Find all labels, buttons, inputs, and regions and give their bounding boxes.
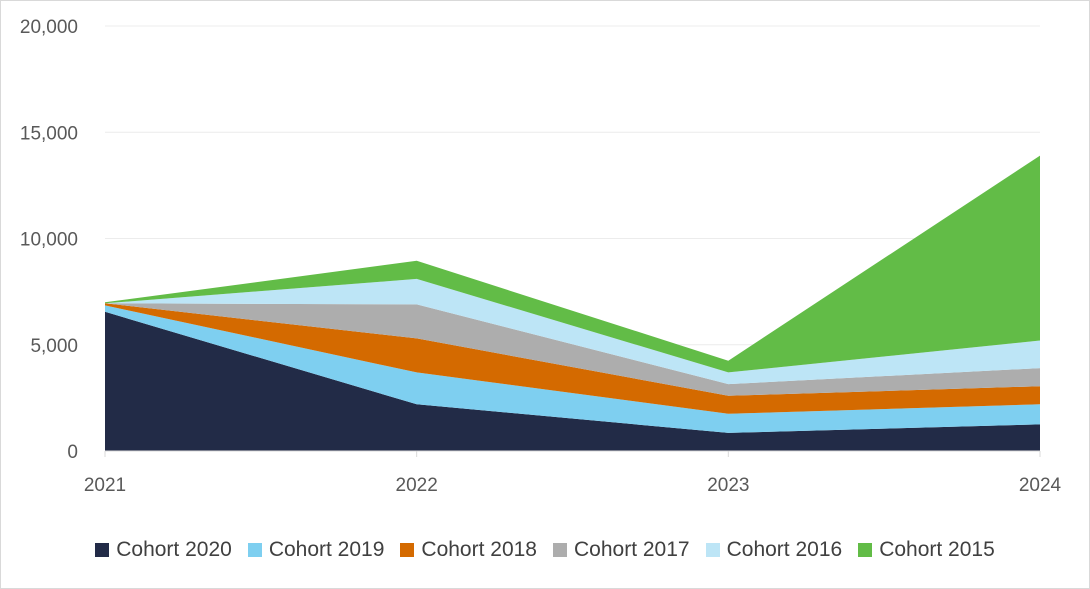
legend-label: Cohort 2018 bbox=[421, 538, 537, 561]
legend-label: Cohort 2015 bbox=[879, 538, 995, 561]
legend-item-cohort-2015: Cohort 2015 bbox=[858, 538, 995, 562]
legend-item-cohort-2019: Cohort 2019 bbox=[247, 538, 385, 562]
legend-swatch bbox=[247, 543, 262, 557]
legend-item-cohort-2016: Cohort 2016 bbox=[705, 538, 843, 562]
legend: Cohort 2020 Cohort 2019 Cohort 2018 Cohort … bbox=[0, 538, 1090, 562]
legend-swatch bbox=[400, 543, 415, 557]
y-tick-label: 0 bbox=[67, 442, 78, 463]
area-cohort-2020 bbox=[105, 311, 1040, 451]
x-tick-label: 2023 bbox=[707, 475, 749, 496]
y-tick-label: 15,000 bbox=[20, 123, 78, 144]
area-cohort-2015 bbox=[105, 155, 1040, 373]
x-axis bbox=[104, 450, 1041, 457]
legend-swatch bbox=[858, 543, 873, 557]
legend-item-cohort-2018: Cohort 2018 bbox=[400, 538, 537, 562]
x-tick-label: 2024 bbox=[1019, 475, 1062, 496]
x-axis-tick-labels: 2021 2022 2023 2024 bbox=[84, 475, 1062, 496]
area-cohort-2019 bbox=[105, 305, 1040, 433]
legend-swatch bbox=[95, 543, 110, 557]
legend-item-cohort-2017: Cohort 2017 bbox=[553, 538, 690, 562]
legend-label: Cohort 2019 bbox=[268, 538, 385, 561]
area-cohort-2016 bbox=[105, 278, 1040, 385]
x-tick-label: 2021 bbox=[84, 475, 126, 496]
y-axis-tick-labels: 0 5,000 10,000 15,000 20,000 bbox=[20, 17, 78, 463]
x-tick-label: 2022 bbox=[396, 475, 438, 496]
area-cohort-2018 bbox=[105, 303, 1040, 414]
y-tick-label: 10,000 bbox=[20, 230, 78, 251]
y-tick-label: 5,000 bbox=[30, 336, 78, 357]
legend-label: Cohort 2016 bbox=[726, 538, 843, 561]
legend-label: Cohort 2017 bbox=[574, 538, 690, 561]
legend-swatch bbox=[705, 543, 720, 557]
area-cohort-2017 bbox=[105, 303, 1040, 396]
legend-swatch bbox=[553, 543, 567, 557]
y-tick-label: 20,000 bbox=[20, 17, 78, 38]
legend-item-cohort-2020: Cohort 2020 bbox=[95, 538, 232, 562]
legend-label: Cohort 2020 bbox=[116, 538, 232, 561]
area-series bbox=[105, 155, 1040, 451]
